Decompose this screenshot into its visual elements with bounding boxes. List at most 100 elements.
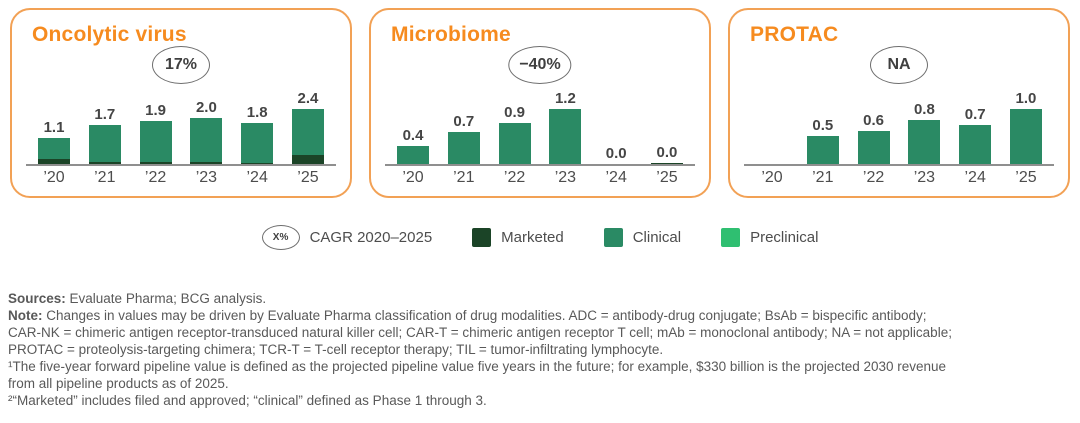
bar-segment-clinical <box>241 123 274 163</box>
bar-column: 0.8 <box>906 102 942 164</box>
bar-segment-clinical <box>88 125 121 162</box>
bar-area: 0.4 0.7 0.9 1.2 0.0 0.0 <box>385 86 695 166</box>
bar-chart: 0.5 0.6 0.8 0.7 1.0 ’20 ’21 ’22 ’23 ’24 ’25 <box>744 86 1054 187</box>
note-line-3: PROTAC = proteolysis-targeting chimera; … <box>8 342 664 357</box>
bar-value-label: 1.8 <box>246 104 268 121</box>
bar-column: 0.0 <box>598 146 634 164</box>
bar-segment-clinical <box>549 109 582 164</box>
panel-title: PROTAC <box>750 23 839 46</box>
bar-chart: 1.1 1.7 1.9 2.0 1.8 2.4 ’20 ’21 ’22 ’23 ’24 ’25 <box>26 86 336 187</box>
bar-value-label: 1.2 <box>554 90 576 107</box>
bar-column: 0.5 <box>805 118 841 164</box>
legend-clinical-label: Clinical <box>632 229 682 246</box>
bar-segment-clinical <box>806 136 839 164</box>
year-label: ’22 <box>862 169 885 186</box>
sources-line: Sources: Evaluate Pharma; BCG analysis. <box>8 291 267 306</box>
bar-area: 0.5 0.6 0.8 0.7 1.0 <box>744 86 1054 166</box>
legend-marketed-label: Marketed <box>501 229 564 246</box>
bar-value-label: 0.9 <box>504 104 526 121</box>
bar-segment-clinical <box>190 118 223 162</box>
x-axis-labels: ’20 ’21 ’22 ’23 ’24 ’25 <box>385 169 695 187</box>
cagr-oval-icon: X% <box>261 225 300 250</box>
marketed-swatch-icon <box>472 228 492 247</box>
bar-column: 2.4 <box>290 91 326 164</box>
preclinical-swatch-icon <box>721 228 741 247</box>
bar-area: 1.1 1.7 1.9 2.0 1.8 2.4 <box>26 86 336 166</box>
bar-segment-clinical <box>498 123 531 164</box>
bar-segment-marketed <box>650 163 683 164</box>
bar-segment-clinical <box>908 120 941 164</box>
chart-panels: Oncolytic virus 17% 1.1 1.7 1.9 2.0 1.8 2.4 ’… <box>0 0 1080 198</box>
bar-value-label: 1.7 <box>94 106 116 123</box>
bar-value-label: 0.6 <box>863 112 885 129</box>
x-axis-labels: ’20 ’21 ’22 ’23 ’24 ’25 <box>744 169 1054 187</box>
bar-column: 0.7 <box>446 114 482 164</box>
bar-segment-clinical <box>959 125 992 164</box>
bar-value-label: 2.4 <box>297 90 319 107</box>
bar-segment-marketed <box>38 159 70 164</box>
bar-segment-clinical <box>139 121 172 162</box>
legend-item-marketed: Marketed <box>472 228 564 247</box>
bar-segment-marketed <box>190 162 223 164</box>
year-label: ’20 <box>43 169 65 186</box>
bar-value-label: 0.8 <box>913 101 935 118</box>
bar-column: 1.9 <box>138 103 174 164</box>
year-label: ’24 <box>964 169 986 186</box>
bar-column: 1.7 <box>87 107 123 164</box>
bar-chart: 0.4 0.7 0.9 1.2 0.0 0.0 ’20 ’21 ’22 ’23 ’24 ’25 <box>385 86 695 187</box>
footnotes: Sources: Evaluate Pharma; BCG analysis. … <box>8 290 1080 409</box>
panel-oncolytic-virus: Oncolytic virus 17% 1.1 1.7 1.9 2.0 1.8 2.4 ’… <box>10 8 352 198</box>
bar-value-label: 1.9 <box>145 102 167 119</box>
bar-segment-clinical <box>857 131 890 164</box>
footnote-1-line-2: from all pipeline products as of 2025. <box>8 376 229 391</box>
clinical-swatch-icon <box>603 228 623 247</box>
bar-value-label: 0.0 <box>656 144 678 161</box>
legend: X% CAGR 2020–2025 Marketed Clinical Prec… <box>0 225 1080 250</box>
legend-item-cagr: X% CAGR 2020–2025 <box>261 225 433 250</box>
bar-value-label: 0.0 <box>605 145 627 162</box>
bar-column: 0.0 <box>649 145 685 164</box>
footnote-2: ²“Marketed” includes filed and approved;… <box>8 393 487 408</box>
cagr-badge: 17% <box>152 46 210 84</box>
legend-preclinical-label: Preclinical <box>750 229 819 246</box>
legend-item-preclinical: Preclinical <box>721 228 818 247</box>
bar-value-label: 1.0 <box>1015 90 1037 107</box>
year-label: ’22 <box>144 169 167 186</box>
bar-segment-clinical <box>291 109 324 155</box>
bar-segment-clinical <box>1009 109 1042 164</box>
bar-value-label: 0.4 <box>402 127 424 144</box>
bar-column: 0.6 <box>856 113 892 164</box>
bar-column: 0.9 <box>497 105 533 164</box>
bar-column: 1.8 <box>239 105 275 164</box>
year-label: ’24 <box>605 169 627 186</box>
bar-column <box>754 162 790 164</box>
bar-value-label: 0.7 <box>453 113 475 130</box>
year-label: ’25 <box>656 169 678 186</box>
panel-title: Microbiome <box>391 23 511 46</box>
year-label: ’23 <box>913 169 936 186</box>
bar-segment-marketed <box>241 163 274 164</box>
bar-segment-clinical <box>447 132 480 164</box>
year-label: ’21 <box>812 169 834 186</box>
year-label: ’21 <box>453 169 475 186</box>
x-axis-labels: ’20 ’21 ’22 ’23 ’24 ’25 <box>26 169 336 187</box>
legend-item-clinical: Clinical <box>603 228 682 247</box>
bar-segment-clinical <box>397 146 429 164</box>
bar-value-label: 0.5 <box>812 117 834 134</box>
bar-segment-marketed <box>291 155 324 164</box>
bar-segment-clinical <box>38 138 70 159</box>
year-label: ’20 <box>402 169 424 186</box>
cagr-badge: NA <box>870 46 928 84</box>
cagr-badge: −40% <box>508 46 572 84</box>
bar-column: 0.4 <box>395 128 431 164</box>
bar-value-label: 2.0 <box>195 99 217 116</box>
year-label: ’24 <box>246 169 268 186</box>
bar-column: 1.0 <box>1008 91 1044 164</box>
year-label: ’25 <box>297 169 319 186</box>
year-label: ’21 <box>94 169 116 186</box>
year-label: ’25 <box>1015 169 1037 186</box>
note-line-1: Note: Changes in values may be driven by… <box>8 308 927 323</box>
year-label: ’23 <box>195 169 218 186</box>
legend-cagr-label: CAGR 2020–2025 <box>309 229 433 246</box>
bar-segment-marketed <box>139 162 172 164</box>
